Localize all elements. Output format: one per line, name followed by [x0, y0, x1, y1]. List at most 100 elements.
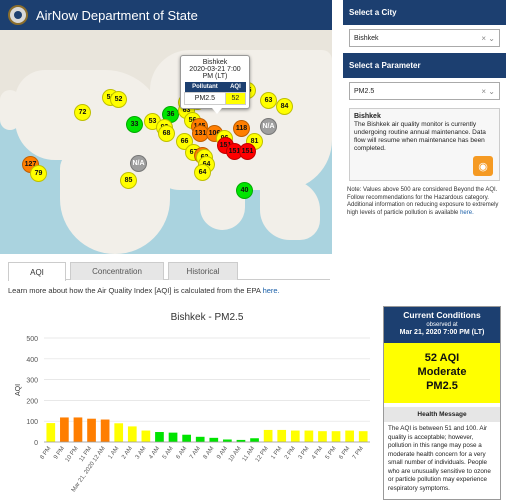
map-marker[interactable]: 33	[126, 116, 143, 133]
y-tick-label: 200	[26, 398, 38, 405]
popup-datetime: 2020-03-21 7:00 PM (LT)	[189, 66, 241, 80]
chart-bar	[277, 429, 287, 442]
map-marker[interactable]: N/A	[260, 118, 277, 135]
conditions-aqi-value: 52 AQI	[424, 352, 460, 364]
chart-bar	[290, 430, 300, 442]
note-here-link[interactable]: here.	[460, 209, 474, 216]
city-heading: Select a City	[343, 0, 506, 25]
chart-bar	[195, 436, 205, 442]
map-marker[interactable]: 79	[30, 165, 47, 182]
map-marker[interactable]: 64	[194, 164, 211, 181]
chart-bar	[100, 419, 110, 442]
info-title: Bishkek	[354, 113, 381, 120]
chart-bar	[60, 417, 69, 442]
x-tick-label: 9 AM	[216, 446, 229, 461]
conditions-aqi-box: 52 AQI Moderate PM2.5	[384, 343, 500, 403]
tab-bar: AQI Concentration Historical	[8, 262, 330, 281]
x-tick-label: 3 PM	[298, 446, 311, 461]
chart-bar	[250, 438, 259, 442]
map-marker[interactable]: N/A	[130, 155, 147, 172]
x-tick-label: 1 PM	[270, 446, 283, 461]
chart-bar	[345, 430, 354, 442]
health-message-text: The AQI is between 51 and 100. Air quali…	[388, 425, 491, 492]
clear-icon[interactable]: ×	[481, 86, 487, 96]
chart-bar	[168, 432, 178, 442]
x-tick-label: 4 AM	[148, 446, 161, 461]
x-tick-label: 6 PM	[338, 446, 351, 461]
chart-bar	[182, 434, 191, 442]
chart-bar	[209, 437, 219, 442]
learn-more-text: Learn more about how the Air Quality Ind…	[8, 286, 280, 295]
popup-col-pollutant: Pollutant	[184, 82, 226, 93]
map-marker[interactable]: 72	[74, 104, 91, 121]
popup-city: Bishkek	[202, 59, 228, 66]
y-axis-label: AQI	[15, 384, 22, 396]
y-tick-label: 300	[26, 378, 38, 385]
conditions-header: Current Conditions observed at Mar 21, 2…	[384, 307, 500, 343]
y-tick-label: 400	[26, 357, 38, 364]
parameter-select[interactable]: PM2.5 × ⌄	[349, 82, 500, 100]
learn-text: Learn more about how the Air Quality Ind…	[8, 286, 261, 295]
chart-bar	[358, 431, 368, 442]
map-marker[interactable]: 68	[158, 125, 175, 142]
x-tick-label: 8 AM	[203, 446, 216, 461]
conditions-datetime: Mar 21, 2020 7:00 PM (LT)	[399, 329, 485, 336]
map-popup: Bishkek 2020-03-21 7:00 PM (LT) Pollutan…	[180, 55, 250, 114]
x-tick-label: 3 AM	[135, 446, 148, 461]
city-select[interactable]: Bishkek × ⌄	[349, 29, 500, 47]
x-tick-label: 2 PM	[284, 446, 297, 461]
learn-here-link[interactable]: here.	[262, 286, 280, 295]
tab-historical[interactable]: Historical	[168, 262, 238, 280]
chevron-down-icon[interactable]: ⌄	[488, 86, 495, 96]
popup-col-aqi: AQI	[225, 82, 246, 93]
city-select-value: Bishkek	[354, 34, 379, 42]
rss-feed-icon[interactable]: ◉	[473, 156, 493, 176]
chart-bar	[114, 423, 124, 442]
chart-bar	[223, 439, 232, 442]
x-tick-label: 10 PM	[65, 446, 80, 464]
city-info-box: Bishkek The Bishkek air quality monitor …	[349, 108, 500, 181]
map-marker[interactable]: 151	[226, 143, 243, 160]
tab-aqi[interactable]: AQI	[8, 262, 66, 281]
popup-table: Pollutant AQI PM2.5 52	[184, 82, 247, 105]
x-tick-label: 8 PM	[39, 446, 52, 461]
chevron-down-icon[interactable]: ⌄	[488, 33, 495, 43]
map-marker[interactable]: 52	[110, 91, 127, 108]
x-tick-label: 6 AM	[175, 446, 188, 461]
x-tick-label: 1 AM	[108, 446, 121, 461]
clear-icon[interactable]: ×	[481, 33, 487, 43]
sidebar: Select a City Bishkek × ⌄ Select a Param…	[343, 0, 506, 217]
chart-title: Bishkek - PM2.5	[171, 312, 244, 323]
x-tick-label: 7 PM	[352, 446, 365, 461]
y-tick-label: 0	[34, 440, 38, 447]
aqi-map[interactable]: 5152727536716352846333539368561451316610…	[0, 30, 332, 254]
chart-bar	[155, 432, 164, 442]
conditions-pollutant: PM2.5	[426, 380, 458, 392]
conditions-title: Current Conditions	[403, 310, 481, 320]
app-title: AirNow Department of State	[36, 7, 198, 23]
map-marker[interactable]: 85	[120, 172, 137, 189]
y-tick-label: 100	[26, 419, 38, 426]
x-tick-label: 5 PM	[325, 446, 338, 461]
app-header: AirNow Department of State	[0, 0, 332, 30]
map-marker[interactable]: 84	[276, 98, 293, 115]
map-marker[interactable]: 151	[239, 143, 256, 160]
map-marker[interactable]: 40	[236, 182, 253, 199]
x-tick-label: 12 PM	[255, 446, 270, 464]
chart-bar	[236, 439, 246, 442]
health-message-heading: Health Message	[384, 407, 500, 422]
chart-bar	[46, 423, 56, 442]
popup-aqi: 52	[224, 92, 247, 105]
map-marker[interactable]: 118	[233, 120, 250, 137]
x-tick-label: 5 AM	[162, 446, 175, 461]
parameter-heading: Select a Parameter	[343, 53, 506, 78]
x-tick-label: 2 AM	[121, 446, 134, 461]
x-tick-label: 10 AM	[228, 446, 243, 463]
x-tick-label: 7 AM	[189, 446, 202, 461]
current-conditions-panel: Current Conditions observed at Mar 21, 2…	[383, 306, 501, 500]
tab-concentration[interactable]: Concentration	[70, 262, 164, 280]
x-tick-label: 9 PM	[53, 446, 66, 461]
chart-bar	[331, 431, 341, 442]
map-marker[interactable]: 63	[260, 92, 277, 109]
